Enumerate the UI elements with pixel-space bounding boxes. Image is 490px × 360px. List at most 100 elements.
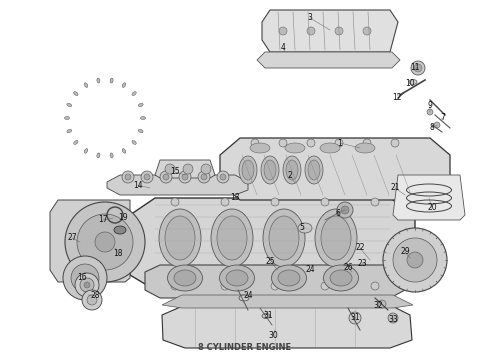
Ellipse shape	[305, 156, 323, 184]
Text: 20: 20	[427, 203, 437, 212]
Text: 7: 7	[441, 113, 445, 122]
Polygon shape	[257, 52, 400, 68]
Text: 1: 1	[338, 139, 343, 148]
Ellipse shape	[262, 314, 270, 319]
Ellipse shape	[278, 270, 300, 286]
Polygon shape	[50, 200, 130, 282]
Ellipse shape	[65, 117, 70, 120]
Circle shape	[201, 174, 207, 180]
Circle shape	[63, 256, 107, 300]
Ellipse shape	[67, 103, 72, 107]
Text: 4: 4	[281, 44, 286, 53]
Circle shape	[80, 273, 90, 283]
Ellipse shape	[138, 103, 143, 107]
Circle shape	[80, 278, 94, 292]
Text: 6: 6	[336, 208, 341, 217]
Text: 24: 24	[243, 291, 253, 300]
Ellipse shape	[269, 216, 299, 260]
Ellipse shape	[239, 295, 249, 301]
Circle shape	[217, 171, 229, 183]
Circle shape	[427, 109, 433, 115]
Text: 12: 12	[392, 94, 402, 103]
Polygon shape	[162, 305, 412, 348]
Circle shape	[165, 164, 175, 174]
Ellipse shape	[122, 83, 126, 87]
Circle shape	[183, 164, 193, 174]
Circle shape	[141, 171, 153, 183]
Circle shape	[378, 300, 386, 308]
Ellipse shape	[168, 265, 202, 291]
Ellipse shape	[211, 209, 253, 267]
Circle shape	[335, 139, 343, 147]
Text: 25: 25	[265, 257, 275, 266]
Text: 3: 3	[308, 13, 313, 22]
Ellipse shape	[114, 226, 126, 234]
Circle shape	[363, 139, 371, 147]
Ellipse shape	[226, 270, 248, 286]
Text: 14: 14	[133, 180, 143, 189]
Circle shape	[125, 174, 131, 180]
Ellipse shape	[138, 129, 143, 132]
Ellipse shape	[174, 270, 196, 286]
Circle shape	[279, 27, 287, 35]
Text: 24: 24	[305, 266, 315, 274]
Text: 13: 13	[230, 194, 240, 202]
Text: 16: 16	[77, 274, 87, 283]
Circle shape	[87, 295, 97, 305]
Ellipse shape	[321, 216, 351, 260]
Ellipse shape	[409, 80, 417, 85]
Ellipse shape	[286, 160, 298, 180]
Circle shape	[411, 61, 425, 75]
Ellipse shape	[264, 160, 276, 180]
Circle shape	[383, 228, 447, 292]
Ellipse shape	[110, 153, 113, 158]
Text: 31: 31	[350, 314, 360, 323]
Ellipse shape	[263, 209, 305, 267]
Circle shape	[335, 27, 343, 35]
Circle shape	[171, 198, 179, 206]
Circle shape	[77, 214, 133, 270]
Text: 11: 11	[410, 63, 420, 72]
Circle shape	[414, 64, 422, 72]
Text: 10: 10	[405, 78, 415, 87]
Circle shape	[321, 282, 329, 290]
Ellipse shape	[220, 265, 254, 291]
Circle shape	[349, 312, 361, 324]
Circle shape	[337, 202, 353, 218]
Circle shape	[251, 139, 259, 147]
Circle shape	[144, 174, 150, 180]
Text: 21: 21	[390, 184, 400, 193]
Text: 28: 28	[90, 291, 100, 300]
Circle shape	[171, 282, 179, 290]
Text: 5: 5	[299, 224, 304, 233]
Circle shape	[122, 171, 134, 183]
Ellipse shape	[320, 143, 340, 153]
Text: 8: 8	[430, 123, 434, 132]
Polygon shape	[220, 138, 450, 200]
Circle shape	[341, 206, 349, 214]
Ellipse shape	[355, 143, 375, 153]
Circle shape	[75, 273, 99, 297]
Ellipse shape	[74, 140, 78, 144]
Ellipse shape	[239, 156, 257, 184]
Text: 23: 23	[357, 258, 367, 267]
Ellipse shape	[67, 129, 72, 132]
Ellipse shape	[97, 153, 100, 158]
Circle shape	[221, 198, 229, 206]
Polygon shape	[155, 160, 215, 178]
Circle shape	[371, 198, 379, 206]
Circle shape	[182, 174, 188, 180]
Text: 29: 29	[400, 248, 410, 256]
Polygon shape	[145, 265, 405, 298]
Ellipse shape	[141, 117, 146, 120]
Text: 22: 22	[355, 243, 365, 252]
Text: 15: 15	[170, 167, 180, 176]
Ellipse shape	[132, 91, 136, 95]
Ellipse shape	[261, 156, 279, 184]
Text: 33: 33	[388, 315, 398, 324]
Text: 8 CYLINDER ENGINE: 8 CYLINDER ENGINE	[198, 343, 292, 352]
Circle shape	[65, 202, 145, 282]
Circle shape	[371, 282, 379, 290]
Ellipse shape	[84, 83, 88, 87]
Circle shape	[271, 282, 279, 290]
